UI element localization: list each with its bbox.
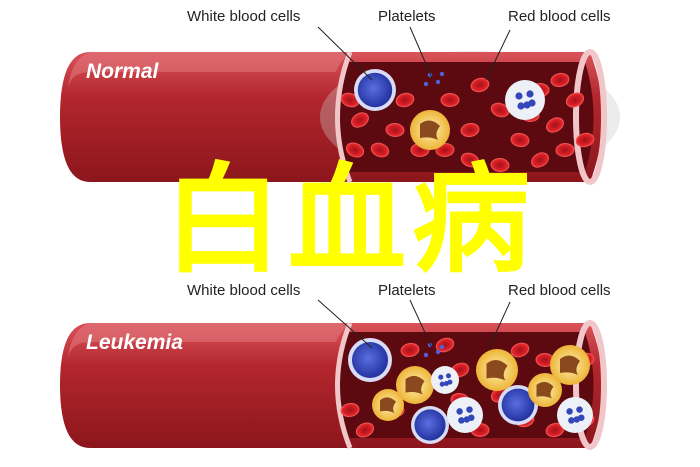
red-blood-cell — [395, 92, 415, 108]
label-leukemia-platelets: Platelets — [378, 282, 436, 299]
red-blood-cell — [345, 142, 365, 158]
white-blood-cell-granular — [557, 397, 593, 433]
label-normal-platelets: Platelets — [378, 8, 436, 25]
platelet — [439, 71, 445, 77]
vessel-title-leukemia: Leukemia — [86, 331, 183, 354]
red-blood-cell — [510, 342, 530, 358]
red-blood-cell — [385, 122, 405, 138]
platelet — [435, 79, 441, 85]
red-blood-cell — [575, 132, 595, 148]
white-blood-cell-yellow — [410, 110, 450, 150]
red-blood-cell — [470, 77, 490, 93]
red-blood-cell — [370, 142, 390, 158]
white-blood-cell-granular — [431, 366, 459, 394]
red-blood-cell — [355, 422, 375, 438]
platelet — [439, 344, 445, 350]
red-blood-cell — [351, 112, 369, 128]
white-blood-cell-blue — [348, 338, 392, 382]
white-blood-cell-yellow — [476, 349, 518, 391]
platelet — [423, 352, 429, 358]
white-blood-cell-blue — [498, 385, 538, 425]
red-blood-cell — [490, 102, 510, 118]
red-blood-cell — [565, 92, 585, 108]
overlay-title: 白血病 — [163, 151, 536, 289]
platelet — [423, 81, 429, 87]
red-blood-cell — [550, 72, 570, 88]
cells-leukemia — [340, 337, 595, 444]
white-blood-cell-yellow — [372, 389, 404, 421]
label-normal-wbc: White blood cells — [187, 8, 301, 25]
cells-normal — [340, 69, 595, 173]
white-blood-cell-blue — [411, 406, 449, 444]
label-leukemia-rbc: Red blood cells — [508, 282, 611, 299]
red-blood-cell — [510, 132, 530, 148]
red-blood-cell — [340, 92, 360, 108]
red-blood-cell — [460, 152, 480, 168]
label-normal-rbc: Red blood cells — [508, 8, 611, 25]
white-blood-cell-blue — [354, 69, 396, 111]
label-leukemia-wbc: White blood cells — [187, 282, 301, 299]
white-blood-cell-yellow — [550, 345, 590, 385]
platelet — [435, 349, 441, 355]
white-blood-cell-granular — [447, 397, 483, 433]
white-blood-cell-yellow — [528, 373, 562, 407]
white-blood-cell-yellow — [396, 366, 434, 404]
vessel-title-normal: Normal — [86, 60, 159, 83]
red-blood-cell — [400, 342, 420, 358]
red-blood-cell — [531, 152, 549, 168]
red-blood-cell — [440, 93, 460, 107]
red-blood-cell — [340, 402, 360, 418]
white-blood-cell-granular — [505, 80, 545, 120]
red-blood-cell — [546, 117, 564, 133]
red-blood-cell — [490, 157, 510, 173]
red-blood-cell — [555, 142, 575, 158]
red-blood-cell — [460, 122, 480, 138]
leader-lines — [317, 26, 511, 351]
